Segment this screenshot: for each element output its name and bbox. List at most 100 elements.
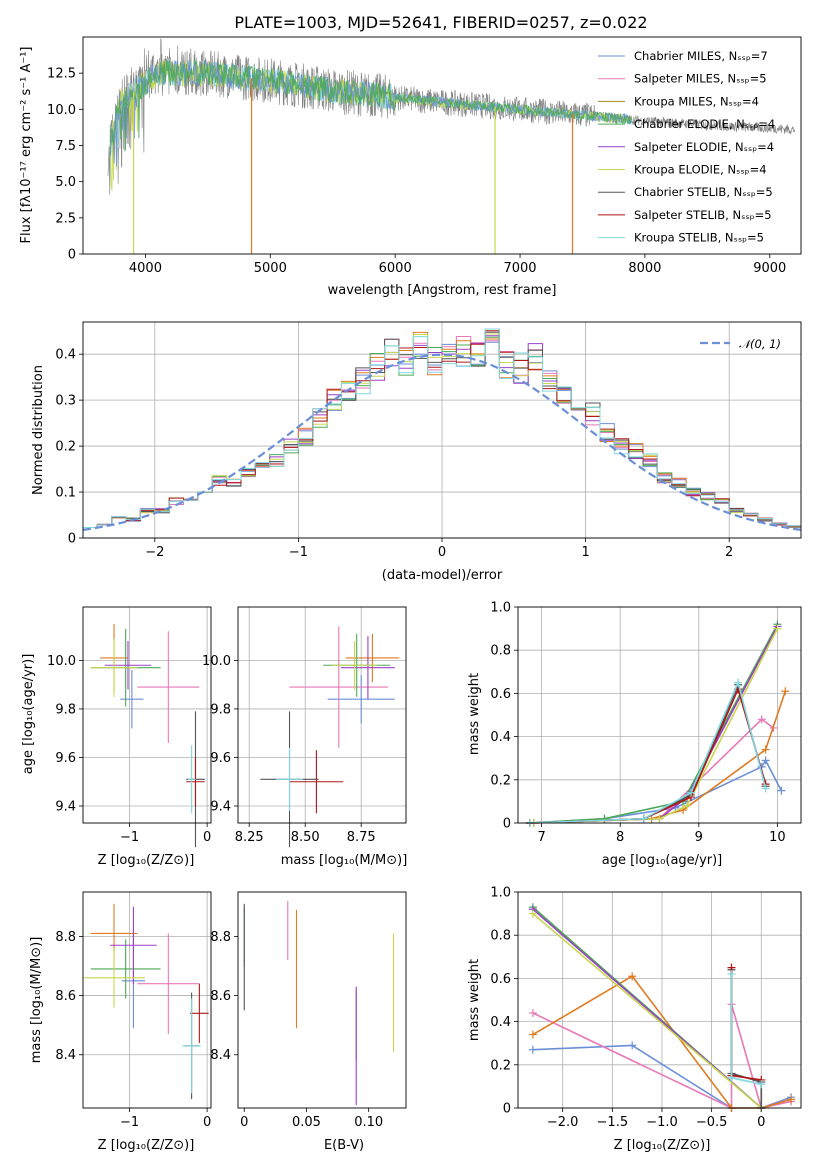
wAge-xlabel: age [log₁₀(age/yr)] bbox=[602, 853, 723, 868]
weight_vs_Z-xtick-label: −1.0 bbox=[646, 1115, 678, 1130]
residual-xlabel: (data-model)/error bbox=[382, 568, 503, 583]
mass-weight-marker bbox=[683, 801, 692, 810]
mass-vs-metallicity-panel: Z [log₁₀(Z/Z⊙)] mass [log₁₀(M/M⊙)] bbox=[29, 937, 194, 1153]
spectrum-xtick-label: 4000 bbox=[129, 261, 162, 276]
mass-weight-line bbox=[532, 912, 762, 1109]
mass-weight-marker bbox=[787, 1095, 796, 1104]
weight_vs_Z-xtick-label: −1.5 bbox=[597, 1115, 629, 1130]
spectrum-xlabel: wavelength [Angstrom, rest frame] bbox=[328, 283, 557, 298]
legend-label: Kroupa MILES, Nₛₛₚ=4 bbox=[634, 94, 759, 108]
age_vs_mass-xtick-label: 8.25 bbox=[235, 830, 264, 845]
mass-weight-marker bbox=[727, 970, 736, 979]
weight_vs_age-xtick-label: 7 bbox=[537, 830, 545, 845]
residuals-xtick-label: 0 bbox=[438, 545, 446, 560]
spectrum-axes: 4000 5000 6000 7000 8000 9000 0 2.5 5.0 7.5 10.0 12… bbox=[47, 36, 802, 276]
mass-weight-marker bbox=[528, 909, 537, 918]
age_vs_Z-xtick-label: 0 bbox=[203, 830, 211, 845]
mass-weight-marker bbox=[628, 1041, 637, 1050]
residuals-ytick-label: 0.1 bbox=[55, 486, 76, 501]
mass-weight-marker bbox=[761, 756, 770, 765]
age_vs_mass-ytick-label: 9.4 bbox=[210, 800, 231, 815]
mass-weight-marker bbox=[628, 972, 637, 981]
weight_vs_age-frame bbox=[517, 606, 802, 824]
wAge-ylabel: mass weight bbox=[467, 673, 482, 755]
ageZ-ylabel: age [log₁₀(age/yr)] bbox=[21, 654, 36, 775]
age_vs_mass-ytick-label: 9.8 bbox=[210, 702, 231, 717]
age_vs_Z-ytick-label: 9.8 bbox=[55, 702, 76, 717]
mass-weight-marker bbox=[757, 715, 766, 724]
spectrum-xtick-label: 7000 bbox=[503, 261, 536, 276]
age_vs_mass-ytick-label: 9.6 bbox=[210, 751, 231, 766]
spectrum-ytick-label: 10.0 bbox=[47, 103, 76, 118]
legend-label: Kroupa STELIB, Nₛₛₚ=5 bbox=[634, 231, 764, 245]
weight_vs_age-axes: 7 8 9 10 0 0.2 0.4 0.6 0.8 1.0 bbox=[490, 601, 802, 845]
legend-label: Salpeter MILES, Nₛₛₚ=5 bbox=[634, 72, 767, 86]
mass_vs_EBV-axes: 0 0.05 0.10 8.4 8.6 8.8 bbox=[210, 891, 407, 1130]
mZ-xlabel: Z [log₁₀(Z/Z⊙)] bbox=[98, 1138, 195, 1153]
residuals-axes: −2 −1 0 1 2 0 0.1 0.2 0.3 0.4 𝒩(0, 1) bbox=[55, 321, 802, 560]
mass-weight-marker bbox=[686, 788, 695, 797]
residuals-xtick-label: −1 bbox=[289, 545, 308, 560]
age_vs_mass-frame bbox=[237, 606, 407, 824]
age_vs_mass-xtick-label: 8.50 bbox=[291, 830, 320, 845]
spectrum-ylabel: Flux [fλ10⁻¹⁷ erg cm⁻² s⁻¹ A⁻¹] bbox=[19, 47, 34, 244]
mass_vs_EBV-xtick-label: 0.05 bbox=[292, 1115, 321, 1130]
weight_vs_Z-axes: −2.0 −1.5 −1.0 −0.5 0 0 0.2 0.4 0.6 0.8 1.0 bbox=[490, 886, 802, 1130]
weight_vs_Z-ytick-label: 0.8 bbox=[490, 929, 511, 944]
mass_vs_EBV-xtick-label: 0.10 bbox=[354, 1115, 383, 1130]
mass_vs_EBV-ytick-label: 8.8 bbox=[210, 930, 231, 945]
mE-xlabel: E(B-V) bbox=[324, 1138, 364, 1153]
residuals-ytick-label: 0.4 bbox=[55, 348, 76, 363]
mass_vs_Z-ytick-label: 8.6 bbox=[55, 989, 76, 1004]
age-vs-metallicity-panel: Z [log₁₀(Z/Z⊙)] age [log₁₀(age/yr)] bbox=[21, 654, 194, 868]
spectrum-panel: wavelength [Angstrom, rest frame] Flux [… bbox=[19, 47, 556, 299]
residuals-ytick-label: 0.2 bbox=[55, 440, 76, 455]
weight-vs-metallicity-panel: Z [log₁₀(Z/Z⊙)] mass weight bbox=[467, 959, 710, 1153]
weight_vs_Z-ytick-label: 0 bbox=[503, 1102, 511, 1117]
age-vs-mass-panel: mass [log₁₀(M/M⊙)] bbox=[281, 853, 408, 868]
wZ-xlabel: Z [log₁₀(Z/Z⊙)] bbox=[614, 1138, 711, 1153]
residuals-xtick-label: 1 bbox=[581, 545, 589, 560]
legend-label: Chabrier STELIB, Nₛₛₚ=5 bbox=[634, 185, 773, 199]
residuals-ytick-label: 0 bbox=[68, 532, 76, 547]
spectrum-xtick-label: 9000 bbox=[753, 261, 786, 276]
spectrum-ytick-label: 2.5 bbox=[55, 211, 76, 226]
weight-vs-age-panel: age [log₁₀(age/yr)] mass weight bbox=[467, 673, 722, 868]
spectrum-ytick-label: 0 bbox=[68, 248, 76, 263]
mass-weight-marker bbox=[757, 1080, 766, 1089]
weight_vs_age-ytick-label: 1.0 bbox=[490, 601, 511, 616]
weight_vs_age-ytick-label: 0.6 bbox=[490, 687, 511, 702]
age_vs_Z-ytick-label: 9.4 bbox=[55, 800, 76, 815]
age_vs_mass-axes: 8.25 8.50 8.75 9.4 9.6 9.8 10.0 bbox=[202, 606, 407, 848]
mass_vs_Z-axes: −1 0 8.4 8.6 8.8 bbox=[55, 891, 212, 1130]
weight_vs_Z-ytick-label: 0.6 bbox=[490, 972, 511, 987]
mass-weight-marker bbox=[761, 784, 770, 793]
mass_vs_EBV-ytick-label: 8.4 bbox=[210, 1048, 231, 1063]
weight_vs_Z-xtick-label: −2.0 bbox=[547, 1115, 579, 1130]
age_vs_mass-xtick-label: 8.75 bbox=[347, 830, 376, 845]
legend-label: Salpeter ELODIE, Nₛₛₚ=4 bbox=[634, 140, 774, 154]
weight_vs_Z-frame bbox=[517, 891, 802, 1109]
age_vs_mass-ytick-label: 10.0 bbox=[202, 654, 231, 669]
mass-weight-marker bbox=[528, 1008, 537, 1017]
legend-label: Salpeter STELIB, Nₛₛₚ=5 bbox=[634, 208, 772, 222]
spectrum-xtick-label: 6000 bbox=[379, 261, 412, 276]
figure-title: PLATE=1003, MJD=52641, FIBERID=0257, z=0… bbox=[234, 13, 647, 32]
spectrum-xtick-label: 5000 bbox=[254, 261, 287, 276]
weight_vs_age-xtick-label: 10 bbox=[769, 830, 786, 845]
mass_vs_EBV-frame bbox=[237, 891, 407, 1109]
mass-weight-marker bbox=[781, 687, 790, 696]
residuals-xtick-label: 2 bbox=[725, 545, 733, 560]
residual-ylabel: Normed distribution bbox=[31, 365, 46, 495]
weight_vs_age-ytick-label: 0 bbox=[503, 817, 511, 832]
mass_vs_Z-ytick-label: 8.4 bbox=[55, 1048, 76, 1063]
weight_vs_age-xtick-label: 8 bbox=[616, 830, 624, 845]
legend-label: Kroupa ELODIE, Nₛₛₚ=4 bbox=[634, 163, 767, 177]
legend-label: Chabrier ELODIE, Nₛₛₚ=4 bbox=[634, 117, 775, 131]
mass-weight-marker bbox=[773, 624, 782, 633]
mass-weight-marker bbox=[655, 814, 664, 823]
age_vs_Z-ytick-label: 10.0 bbox=[47, 654, 76, 669]
ageM-xlabel: mass [log₁₀(M/M⊙)] bbox=[281, 853, 408, 868]
